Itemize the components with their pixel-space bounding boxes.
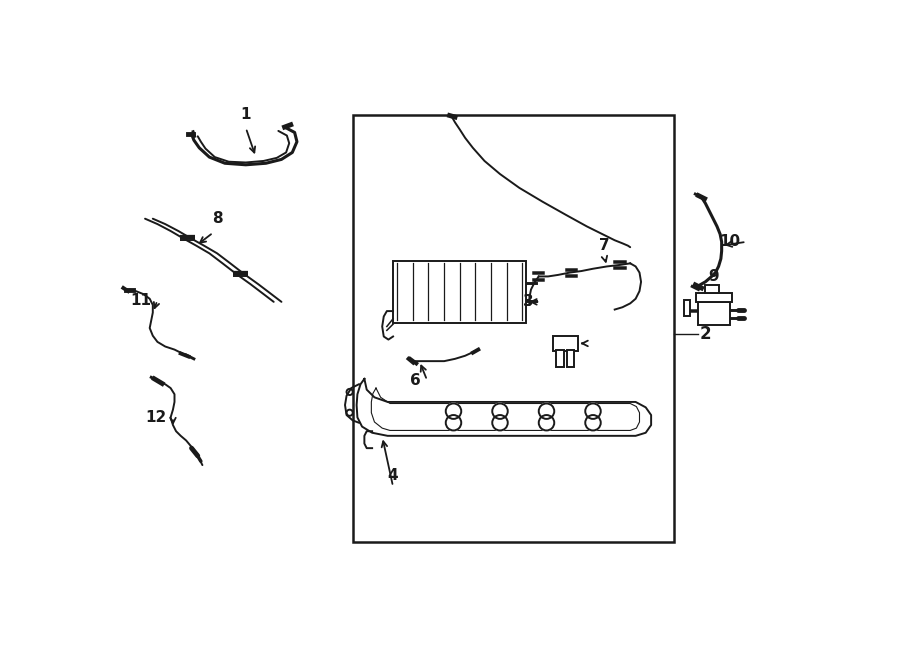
- Bar: [706, 285, 719, 293]
- Text: 11: 11: [130, 293, 151, 308]
- Text: 3: 3: [524, 294, 534, 309]
- Bar: [556, 350, 563, 367]
- Text: 2: 2: [700, 325, 712, 343]
- Text: 6: 6: [410, 373, 421, 388]
- Text: 8: 8: [212, 212, 222, 226]
- Bar: [393, 261, 526, 323]
- Circle shape: [446, 403, 461, 419]
- Bar: [698, 302, 730, 325]
- Polygon shape: [356, 379, 651, 436]
- Circle shape: [539, 415, 554, 430]
- Circle shape: [492, 403, 508, 419]
- Text: 9: 9: [708, 269, 719, 284]
- Circle shape: [492, 415, 508, 430]
- Bar: [684, 300, 690, 316]
- Circle shape: [539, 403, 554, 419]
- Text: 10: 10: [719, 234, 740, 249]
- Text: 5: 5: [569, 336, 579, 351]
- Bar: [696, 293, 732, 302]
- Text: 4: 4: [388, 468, 399, 483]
- Circle shape: [585, 403, 601, 419]
- Bar: [567, 350, 574, 367]
- Text: 7: 7: [599, 239, 610, 253]
- Bar: [353, 115, 674, 542]
- Circle shape: [585, 415, 601, 430]
- Bar: [553, 336, 578, 351]
- Text: 1: 1: [240, 106, 251, 122]
- Text: 12: 12: [146, 410, 166, 425]
- Circle shape: [446, 415, 461, 430]
